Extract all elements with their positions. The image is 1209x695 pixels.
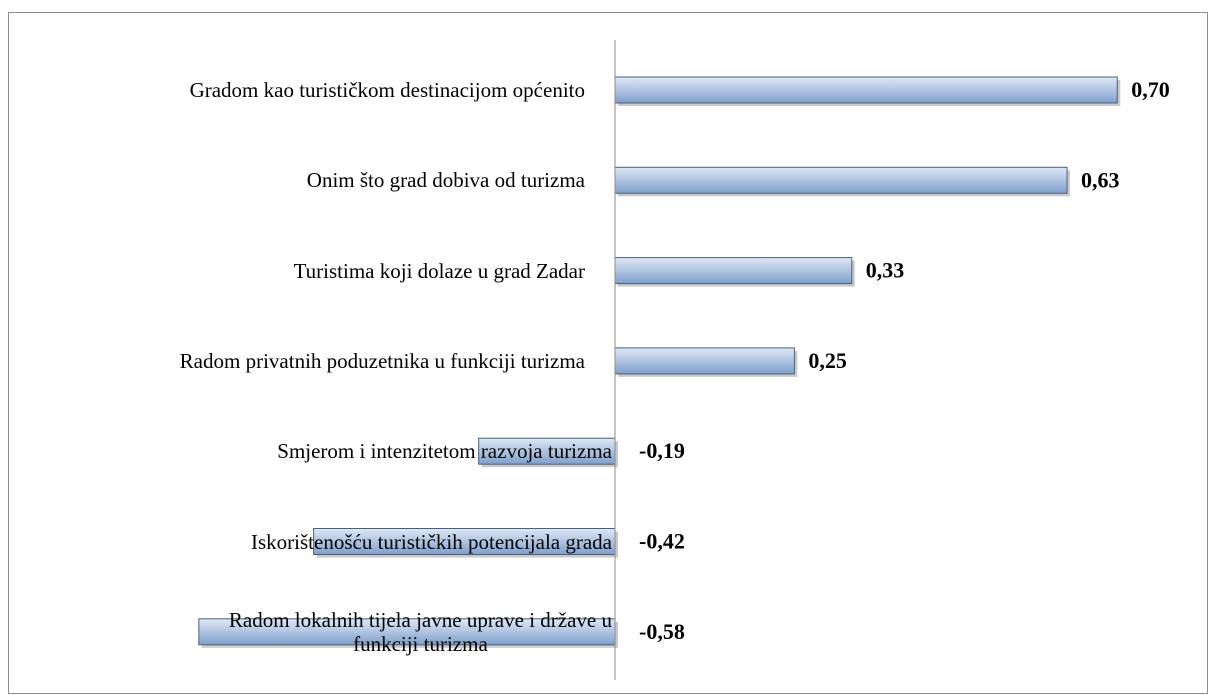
value-label: -0,58 (639, 619, 685, 644)
value-label: -0,19 (639, 438, 685, 463)
value-label: 0,70 (1131, 77, 1170, 102)
category-label: Smjerom i intenzitetom razvoja turizma (277, 439, 612, 464)
bar (614, 76, 1118, 104)
value-label: 0,25 (808, 348, 847, 373)
category-label: Radom lokalnih tijela javne uprave i drž… (228, 607, 612, 656)
category-label: Gradom kao turističkom destinacijom opće… (189, 78, 585, 102)
category-label: Onim što grad dobiva od turizma (306, 168, 585, 193)
bar (478, 437, 616, 465)
bar (614, 257, 853, 285)
category-label: Radom privatnih poduzetnika u funkciji t… (179, 348, 585, 373)
value-label: -0,42 (639, 529, 685, 554)
bar (198, 618, 616, 646)
value-label: 0,33 (866, 258, 905, 283)
category-label: Iskorištenošću turističkih potencijala g… (251, 529, 612, 554)
bar (313, 528, 616, 555)
category-label: Turistima koji dolaze u grad Zadar (293, 258, 585, 283)
bar (614, 166, 1068, 194)
bar (614, 347, 795, 375)
frame (8, 12, 1208, 694)
value-label: 0,63 (1081, 167, 1120, 192)
